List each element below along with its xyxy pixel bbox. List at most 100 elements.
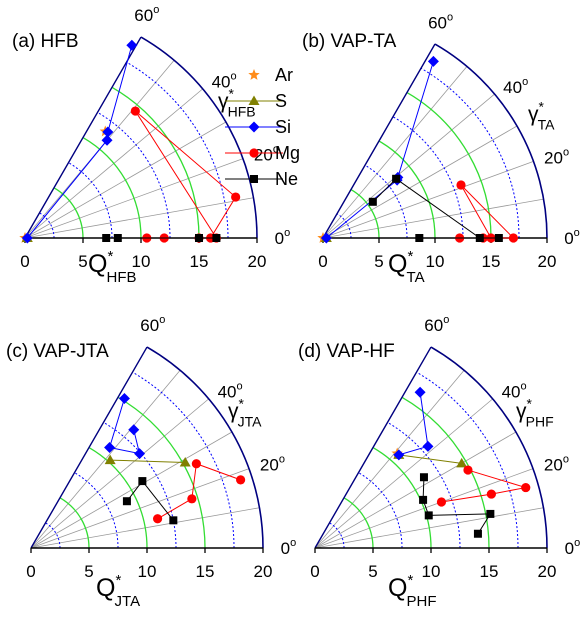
arc-gridline-minor: [364, 164, 408, 239]
data-point: [169, 516, 178, 525]
data-point: [138, 477, 147, 486]
legend-label: Ar: [275, 65, 293, 85]
data-point: [456, 180, 466, 190]
series-ne: [102, 234, 221, 242]
arc-gridline-major: [53, 187, 84, 239]
legend-item-s: S: [225, 91, 287, 111]
data-point: [320, 232, 332, 244]
q-axis-label-sub: PHF: [407, 593, 437, 610]
arc-gridline-major: [406, 91, 492, 239]
arc-gridline-minor: [97, 111, 171, 239]
data-point: [134, 448, 146, 460]
data-point: [419, 473, 428, 482]
series-ne: [419, 473, 495, 538]
data-point: [102, 234, 111, 242]
data-point: [419, 495, 428, 504]
data-point: [152, 514, 163, 524]
angle-tick-label: 40o: [218, 380, 243, 401]
series-ne: [122, 477, 178, 525]
q-tick-label: 0: [310, 562, 319, 581]
q-axis-label-base: Q: [88, 250, 107, 278]
data-point: [126, 39, 138, 51]
arc-gridline-minor: [329, 522, 345, 549]
data-point: [424, 511, 433, 520]
series-line: [26, 45, 133, 239]
gamma-axis-label: γ* HFB: [218, 86, 256, 120]
legend-label: Ne: [275, 169, 298, 189]
q-tick-label: 10: [426, 252, 445, 271]
series-mg: [152, 459, 246, 524]
q-axis-label: Q* PHF: [388, 572, 437, 610]
data-point: [104, 441, 116, 453]
q-tick-label: 10: [138, 562, 157, 581]
data-point: [508, 233, 518, 243]
data-point: [179, 457, 191, 467]
series-mg: [436, 465, 531, 507]
data-point: [486, 489, 496, 499]
gamma-axis-label-base: γ: [528, 103, 539, 126]
gamma-axis-label-base: γ: [218, 90, 229, 113]
data-point: [456, 457, 468, 468]
q-tick-label: 0: [26, 562, 35, 581]
arc-gridline-major: [82, 136, 142, 239]
q-tick-label: 15: [480, 562, 499, 581]
legend-label: Mg: [275, 143, 300, 163]
data-point: [494, 234, 503, 242]
series-line: [108, 398, 141, 455]
gamma-axis-label-sup: *: [539, 99, 545, 115]
series-line: [110, 459, 186, 464]
arc-gridline-minor: [416, 371, 519, 549]
data-point: [436, 497, 447, 507]
data-point: [212, 234, 221, 242]
series-si: [320, 55, 439, 244]
legend: Ar S Si Mg Ne: [225, 65, 300, 189]
angle-tick-label: 0o: [564, 227, 580, 248]
angle-tick-label: 0o: [281, 537, 297, 558]
data-point: [128, 424, 140, 436]
data-point: [475, 234, 484, 242]
q-axis-label: Q* HFB: [88, 248, 137, 286]
legend-label: S: [275, 91, 287, 111]
data-point: [236, 475, 246, 485]
panel-b-label: (b) VAP-TA: [302, 31, 397, 52]
series-line: [326, 61, 434, 239]
q-tick-label: 20: [538, 252, 557, 271]
arc-gridline-minor: [74, 472, 119, 549]
data-point: [368, 197, 377, 206]
data-point: [118, 392, 130, 404]
series-si: [393, 386, 434, 461]
legend-item-ar: Ar: [248, 65, 293, 85]
legend-item-ne: Ne: [225, 169, 298, 189]
data-point: [415, 234, 424, 242]
q-axis-label-sub: TA: [407, 269, 425, 286]
angle-tick-label: 60o: [424, 314, 449, 335]
arc-gridline-minor: [126, 61, 229, 239]
gamma-axis-label: γ* JTA: [228, 396, 262, 430]
q-tick-label: 5: [374, 252, 383, 271]
q-tick-label: 5: [84, 562, 93, 581]
data-point: [486, 509, 495, 518]
angle-edge-60: [314, 346, 432, 549]
gamma-axis-label-sub: TA: [538, 116, 556, 132]
series-si: [104, 392, 146, 460]
legend-marker: [249, 148, 259, 158]
q-axis-label: Q* TA: [388, 248, 425, 286]
arc-gridline-minor: [68, 162, 113, 239]
gamma-axis-label-sup: *: [239, 396, 245, 412]
series-s: [393, 449, 468, 468]
q-tick-label: 0: [20, 252, 29, 271]
angle-tick-label: 60o: [134, 4, 159, 25]
gamma-axis-label-sub: PHF: [526, 413, 554, 429]
gamma-axis-label-base: γ: [516, 400, 527, 423]
data-point: [393, 449, 405, 461]
legend-marker: [248, 121, 260, 133]
series-line: [134, 110, 237, 239]
arc-gridline-minor: [358, 472, 403, 549]
data-point: [231, 192, 241, 202]
outer-arc: [430, 346, 548, 549]
legend-marker: [250, 175, 258, 183]
series-ne: [368, 174, 503, 242]
data-point: [104, 454, 116, 465]
